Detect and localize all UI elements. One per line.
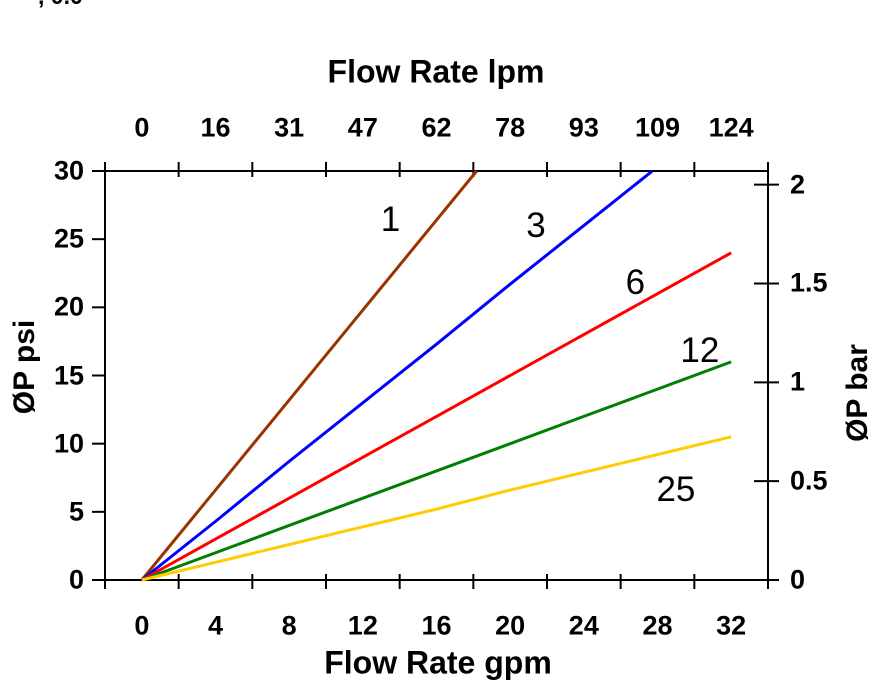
right-axis-title: ØP bar xyxy=(841,344,874,442)
psi-tick-label: 25 xyxy=(53,223,84,254)
psi-tick-label: 0 xyxy=(68,564,84,595)
gpm-tick-label: 0 xyxy=(134,610,150,641)
series-label-12: 12 xyxy=(680,330,720,370)
psi-tick-label: 15 xyxy=(53,360,84,390)
gpm-tick-label: 12 xyxy=(347,610,378,641)
gpm-tick-label: 32 xyxy=(716,610,747,641)
series-label-1: 1 xyxy=(380,200,401,240)
psi-tick-label: 20 xyxy=(53,291,84,322)
top-axis-title: Flow Rate lpm xyxy=(327,53,545,90)
bar-tick-label: 1 xyxy=(790,366,806,397)
gpm-tick-label: 8 xyxy=(281,610,297,641)
clipped-top-text: , 0.0 xyxy=(38,0,158,8)
series-label-3: 3 xyxy=(526,205,546,245)
psi-tick-label: 5 xyxy=(68,496,84,527)
gpm-tick-label: 28 xyxy=(642,610,673,641)
series-line-25 xyxy=(141,435,732,582)
series-line-1 xyxy=(140,170,478,581)
bar-tick-label: 0 xyxy=(790,564,806,595)
lpm-tick-label: 47 xyxy=(347,112,378,143)
series-line-12 xyxy=(141,360,732,582)
clipped-top-text-value: , 0.0 xyxy=(38,0,158,8)
series-line-3 xyxy=(140,169,654,582)
lpm-tick-label: 0 xyxy=(134,112,150,143)
left-axis-title: ØP psi xyxy=(8,319,41,415)
gpm-tick-label: 16 xyxy=(421,610,452,641)
lpm-tick-label: 124 xyxy=(708,112,754,143)
series-label-25: 25 xyxy=(656,470,696,510)
bar-tick-label: 2 xyxy=(790,169,806,200)
lpm-tick-label: 16 xyxy=(200,112,231,143)
gpm-tick-label: 20 xyxy=(495,610,526,641)
psi-tick-label: 30 xyxy=(53,155,84,186)
axes-frame xyxy=(104,170,769,581)
lpm-tick-label: 78 xyxy=(495,112,526,143)
lpm-tick-label: 109 xyxy=(634,112,681,143)
lpm-tick-label: 31 xyxy=(274,112,305,143)
bottom-axis-title: Flow Rate gpm xyxy=(324,644,552,681)
lpm-tick-label: 62 xyxy=(421,112,452,143)
bar-tick-label: 1.5 xyxy=(790,267,828,298)
psi-tick-label: 10 xyxy=(53,428,84,459)
lpm-tick-label: 93 xyxy=(568,112,599,143)
bar-tick-label: 0.5 xyxy=(790,465,828,496)
series-line-6 xyxy=(141,251,732,582)
series-label-6: 6 xyxy=(625,262,646,302)
gpm-tick-label: 4 xyxy=(207,610,224,641)
gpm-tick-label: 24 xyxy=(568,610,599,641)
